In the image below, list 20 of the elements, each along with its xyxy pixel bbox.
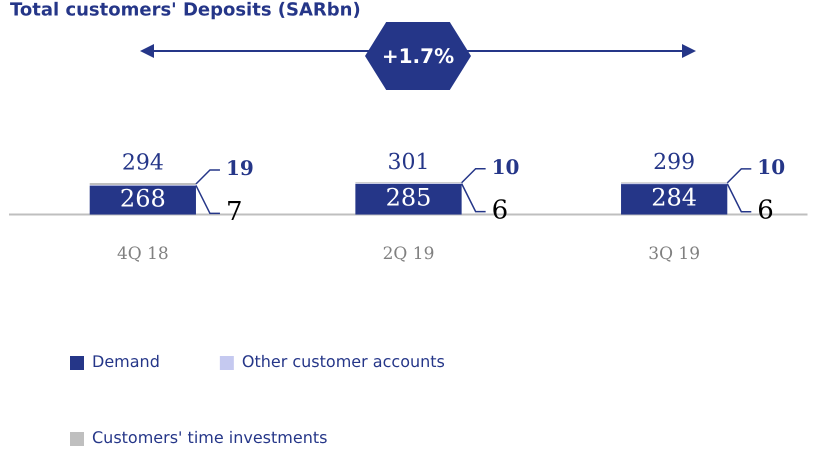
total-label: 301 [388,150,430,175]
text: +1.7% [365,22,471,90]
data-label: 7 [226,197,243,228]
total-label: 299 [653,150,696,176]
data-label: 268 [120,184,166,212]
x-tick-label: 2Q 19 [382,244,434,264]
total-label: 294 [122,150,164,176]
data-label: 6 [492,195,508,226]
x-tick-label: 3Q 19 [648,244,700,264]
data-label: 10 [492,154,520,179]
data-label: 6 [757,195,774,226]
x-tick-label: 4Q 18 [116,244,169,264]
legend-label: Other customer accounts [242,352,445,372]
data-label: 10 [757,155,786,180]
legend-label: Demand [92,352,160,372]
data-label: 285 [386,184,432,212]
data-label: 284 [651,184,698,212]
chart-title: Total customers' Deposits (SARbn) [10,0,361,20]
data-label: 19 [226,156,254,180]
legend-label: Customers' time investments [92,428,328,448]
